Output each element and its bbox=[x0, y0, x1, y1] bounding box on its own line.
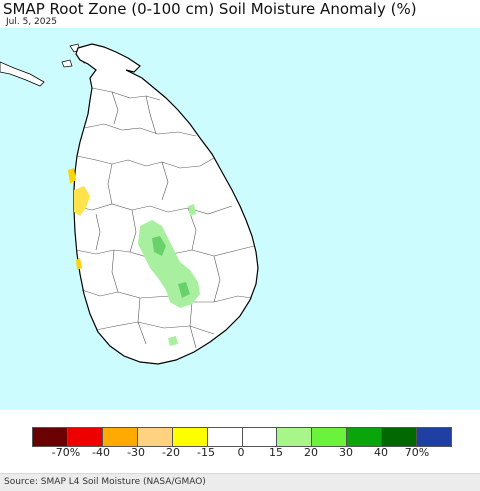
legend-tick-label: -15 bbox=[197, 446, 215, 459]
legend-swatch-7 bbox=[242, 428, 278, 446]
legend-swatch-8 bbox=[277, 428, 313, 446]
legend-swatch-5 bbox=[172, 428, 208, 446]
legend-tick-label: 15 bbox=[269, 446, 283, 459]
map-date: Jul. 5, 2025 bbox=[6, 17, 57, 27]
map-title: SMAP Root Zone (0-100 cm) Soil Moisture … bbox=[3, 0, 417, 18]
dry-patch-puttalam bbox=[74, 186, 90, 216]
wet-patch-east bbox=[188, 204, 196, 216]
legend-tick-label: -40 bbox=[92, 446, 110, 459]
wet-patch-south bbox=[178, 282, 190, 298]
legend-tick-label: -20 bbox=[162, 446, 180, 459]
legend-ticks: -70% -40 -30 -20 -15 0 15 20 30 40 70% bbox=[0, 446, 480, 462]
wet-anomaly-patches bbox=[138, 204, 200, 346]
legend-tick-label: 70% bbox=[404, 446, 430, 459]
legend-tick-label: -70% bbox=[51, 446, 81, 459]
legend-swatch-11 bbox=[382, 428, 418, 446]
legend-tick-label: 40 bbox=[374, 446, 388, 459]
legend-swatch-12 bbox=[417, 428, 452, 446]
legend-swatch-4 bbox=[137, 428, 173, 446]
legend-swatch-9 bbox=[312, 428, 348, 446]
island-outline bbox=[73, 43, 259, 365]
source-footer: Source: SMAP L4 Soil Moisture (NASA/GMAO… bbox=[0, 473, 480, 491]
dry-patch-lagoon bbox=[68, 168, 76, 184]
mannar-island bbox=[0, 61, 45, 87]
legend-tick-label: 30 bbox=[339, 446, 353, 459]
legend-swatch-1 bbox=[33, 428, 68, 446]
legend-swatch-3 bbox=[102, 428, 138, 446]
legend-swatch-2 bbox=[67, 428, 103, 446]
color-legend bbox=[32, 427, 452, 447]
legend-swatch-10 bbox=[347, 428, 383, 446]
wet-patch-core bbox=[152, 236, 166, 256]
wet-patch-spot bbox=[168, 336, 178, 346]
dry-patch-south bbox=[76, 258, 82, 270]
map-panel bbox=[0, 28, 480, 410]
legend-tick-label: -30 bbox=[127, 446, 145, 459]
legend-tick-label: 20 bbox=[304, 446, 318, 459]
legend-swatch-6 bbox=[207, 428, 243, 446]
legend-tick-label: 0 bbox=[237, 446, 245, 459]
dry-anomaly-patches bbox=[68, 168, 90, 270]
source-text: Source: SMAP L4 Soil Moisture (NASA/GMAO… bbox=[4, 477, 206, 487]
sri-lanka-map bbox=[0, 28, 480, 410]
